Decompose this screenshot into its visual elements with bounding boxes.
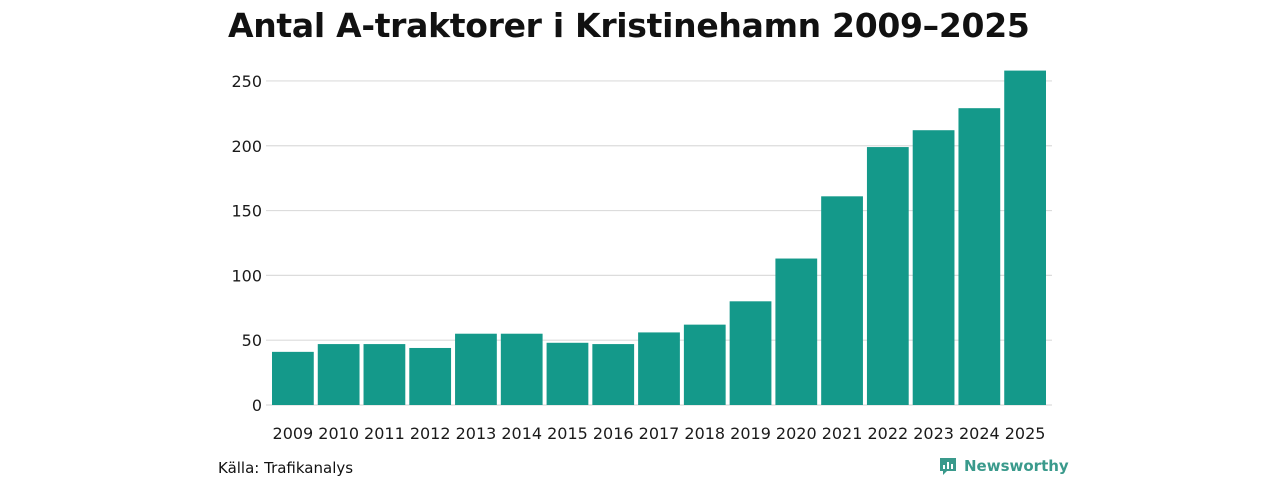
brand-logo: Newsworthy bbox=[938, 456, 1069, 476]
x-tick-label: 2024 bbox=[959, 424, 1000, 443]
x-tick-label: 2020 bbox=[776, 424, 817, 443]
y-axis-ticks: 0 50 100 150 200 250 bbox=[231, 72, 262, 415]
x-tick-label: 2023 bbox=[913, 424, 954, 443]
y-tick-label: 50 bbox=[242, 331, 262, 350]
x-tick-label: 2009 bbox=[273, 424, 314, 443]
x-tick-label: 2010 bbox=[318, 424, 359, 443]
bar-2021 bbox=[821, 196, 863, 405]
bar-2018 bbox=[683, 324, 726, 405]
brand-name: Newsworthy bbox=[964, 457, 1069, 475]
y-tick-label: 200 bbox=[231, 137, 262, 156]
bar-2010 bbox=[317, 344, 360, 405]
bar-2022 bbox=[866, 147, 909, 406]
bar-2011 bbox=[363, 344, 406, 405]
x-tick-label: 2022 bbox=[867, 424, 908, 443]
bar-2015 bbox=[546, 342, 589, 405]
x-tick-label: 2021 bbox=[822, 424, 863, 443]
x-axis-ticks: 2009 2010 2011 2012 2013 2014 2015 2016 2017 2018… bbox=[273, 424, 1046, 443]
bar-2020 bbox=[775, 258, 818, 405]
x-tick-label: 2025 bbox=[1005, 424, 1046, 443]
source-note: Källa: Trafikanalys bbox=[218, 459, 354, 477]
x-tick-label: 2013 bbox=[456, 424, 497, 443]
y-tick-label: 0 bbox=[252, 396, 262, 415]
x-tick-label: 2015 bbox=[547, 424, 588, 443]
x-tick-label: 2017 bbox=[639, 424, 680, 443]
bar-2013 bbox=[455, 333, 497, 405]
bar-2009 bbox=[272, 351, 314, 405]
x-tick-label: 2019 bbox=[730, 424, 771, 443]
y-tick-label: 150 bbox=[231, 202, 262, 221]
bar-2023 bbox=[912, 130, 955, 405]
x-tick-label: 2018 bbox=[684, 424, 725, 443]
bars bbox=[272, 70, 1046, 406]
x-tick-label: 2016 bbox=[593, 424, 634, 443]
x-tick-label: 2012 bbox=[410, 424, 451, 443]
bar-2017 bbox=[638, 332, 680, 405]
bar-2025 bbox=[1004, 70, 1046, 405]
bar-2016 bbox=[592, 344, 635, 405]
bar-2014 bbox=[500, 333, 543, 405]
bar-2019 bbox=[729, 301, 772, 405]
x-tick-label: 2011 bbox=[364, 424, 405, 443]
y-tick-label: 250 bbox=[231, 72, 262, 91]
bar-2024 bbox=[958, 108, 1001, 405]
x-tick-label: 2014 bbox=[501, 424, 542, 443]
y-tick-label: 100 bbox=[231, 266, 262, 285]
bar-2012 bbox=[409, 347, 452, 405]
chart-title: Antal A-traktorer i Kristinehamn 2009–20… bbox=[228, 6, 1030, 45]
newsworthy-icon bbox=[940, 458, 956, 475]
